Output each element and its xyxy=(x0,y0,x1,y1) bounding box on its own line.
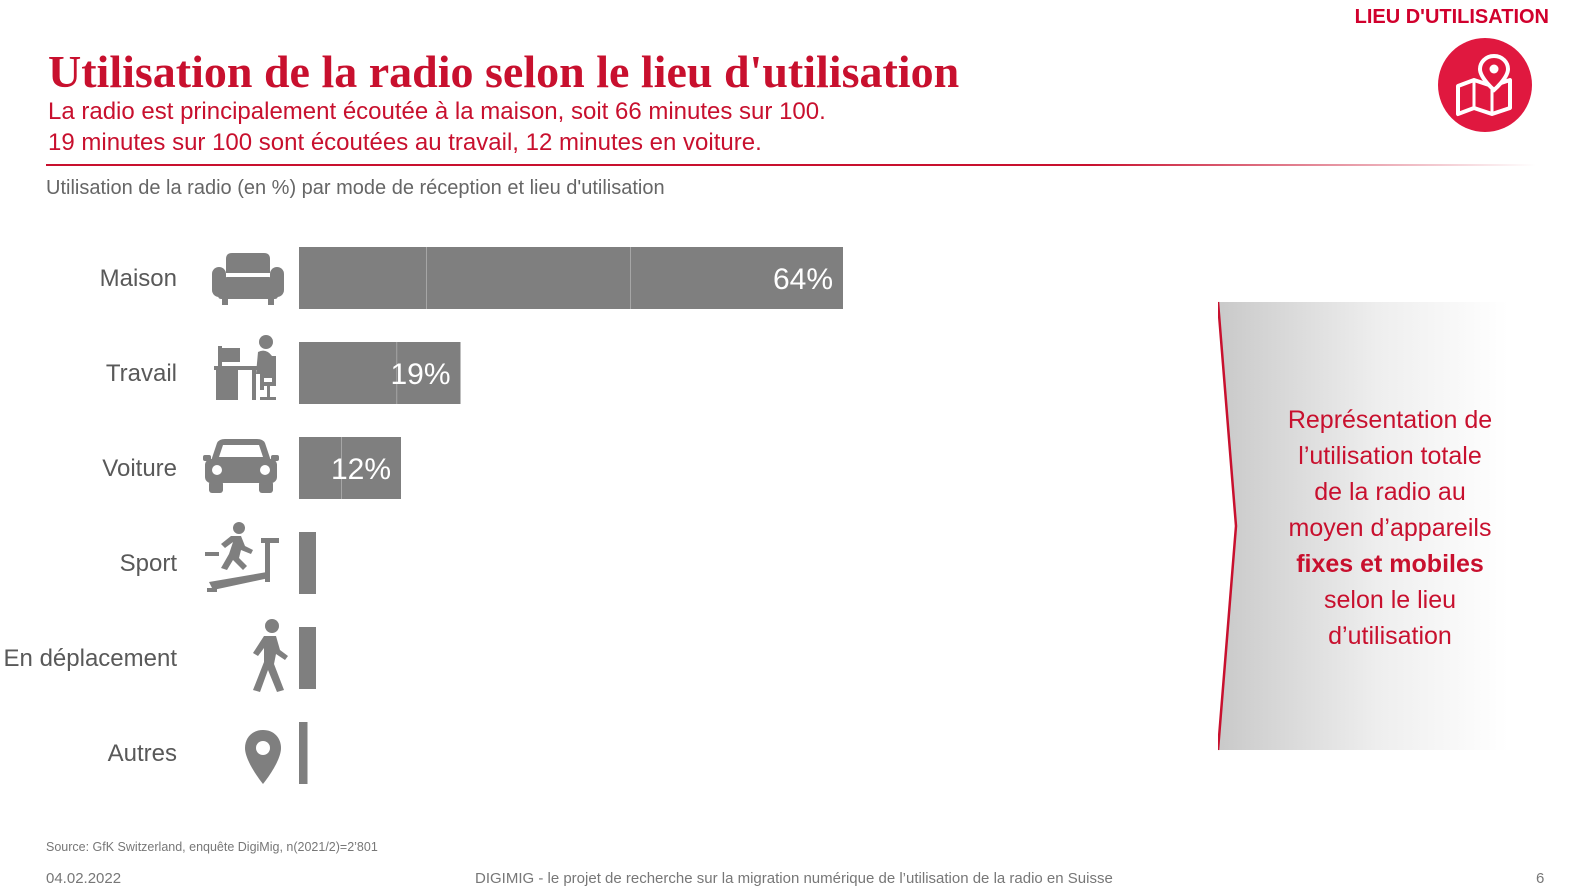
data-label: 12% xyxy=(331,453,391,486)
data-label: 64% xyxy=(773,263,833,296)
page-number: 6 xyxy=(1536,870,1545,887)
callout-line-2: l’utilisation totale xyxy=(1298,442,1482,470)
page-title: Utilisation de la radio selon le lieu d'… xyxy=(48,46,960,97)
callout-line-1: Représentation de xyxy=(1287,406,1493,434)
category-tag: LIEU D'UTILISATION xyxy=(1354,6,1549,28)
data-label: 19% xyxy=(390,358,450,391)
callout-text: Représentation de l’utilisation totale d… xyxy=(1250,402,1530,654)
treadmill-runner-icon xyxy=(205,522,279,592)
bar-segment xyxy=(630,247,843,309)
bar-segment xyxy=(299,247,427,309)
callout-line-7: d’utilisation xyxy=(1328,622,1452,650)
bar-segment xyxy=(426,247,631,309)
callout-panel xyxy=(1218,301,1508,751)
footer-text: DIGIMIG - le projet de recherche sur la … xyxy=(475,870,1113,887)
bar-segment xyxy=(341,437,401,499)
chart-title: Utilisation de la radio (en %) par mode … xyxy=(46,177,665,199)
category-label: En déplacement xyxy=(4,645,178,672)
footer-date: 04.02.2022 xyxy=(46,870,122,887)
walking-person-icon xyxy=(253,619,288,692)
bar-segment xyxy=(299,722,308,784)
callout-line-4: moyen d’appareils xyxy=(1288,514,1492,542)
subtitle-line-1: La radio est principalement écoutée à la… xyxy=(48,98,826,125)
category-label: Travail xyxy=(106,360,177,387)
map-pin-icon xyxy=(1438,38,1532,132)
category-label: Autres xyxy=(108,740,177,767)
category-label: Maison xyxy=(100,265,177,292)
bar-segment xyxy=(299,437,342,499)
bar-segment xyxy=(299,532,316,594)
bar-segment xyxy=(299,627,316,689)
bar-chart: Maison 64% Travail 19% Voiture 12% Sport xyxy=(4,247,843,784)
title-rule xyxy=(46,164,1536,166)
category-label: Sport xyxy=(120,550,178,577)
subtitle-line-2: 19 minutes sur 100 sont écoutées au trav… xyxy=(48,129,762,156)
source-note: Source: GfK Switzerland, enquête DigiMig… xyxy=(46,840,378,854)
armchair-icon xyxy=(212,253,284,305)
location-pin-icon xyxy=(245,730,281,784)
car-icon xyxy=(203,439,279,493)
bar-segment xyxy=(396,342,461,404)
callout-emphasis: fixes et mobiles xyxy=(1296,550,1484,578)
callout-line-6: selon le lieu xyxy=(1323,586,1457,614)
desk-worker-icon xyxy=(214,335,276,400)
bar-segment xyxy=(299,342,397,404)
category-label: Voiture xyxy=(102,455,177,482)
callout-line-3: de la radio au xyxy=(1314,478,1466,506)
